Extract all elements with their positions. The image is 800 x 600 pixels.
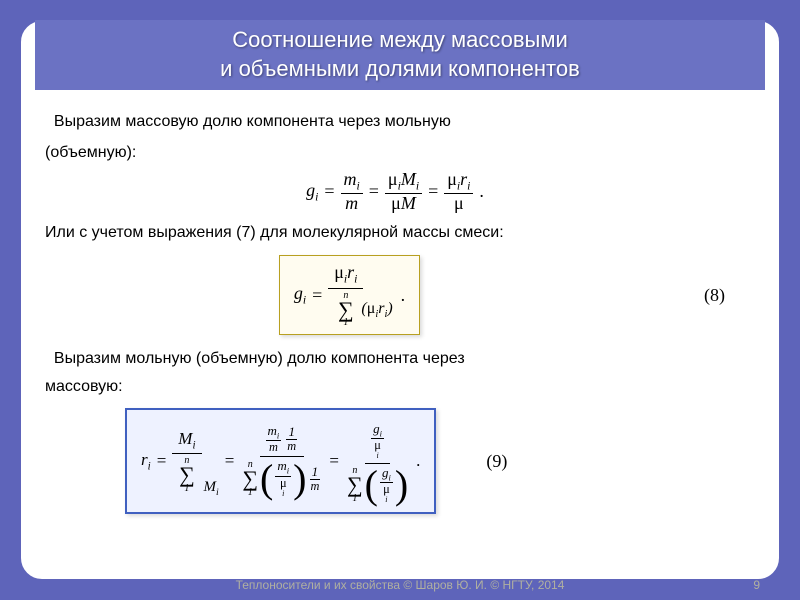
equation-2: gi = μiri n ∑ 1 (μiri) .: [279, 255, 420, 335]
paragraph-1b: (объемную):: [45, 139, 745, 166]
para3b: массовую:: [45, 378, 123, 395]
para2-text: Или с учетом выражения (7) для молекуляр…: [45, 224, 504, 241]
eq2-label: (8): [704, 285, 725, 306]
paragraph-2: Или с учетом выражения (7) для молекуляр…: [45, 221, 745, 245]
title-line-2: и объемными долями компонентов: [220, 56, 580, 81]
equation-2-row: gi = μiri n ∑ 1 (μiri) . (8): [45, 255, 745, 335]
para1a: Выразим массовую долю компонента через м…: [54, 113, 451, 130]
para3a: Выразим мольную (объемную) долю компонен…: [54, 350, 465, 367]
equation-1: gi = mim = μiMiμM = μiriμ .: [45, 170, 745, 213]
paragraph-3: Выразим мольную (объемную) долю компонен…: [45, 345, 745, 399]
body: Выразим массовую долю компонента через м…: [45, 108, 745, 514]
equation-3: ri = Mi n∑1 Mi = mim 1m n∑1 (: [125, 408, 436, 515]
eq3-label: (9): [486, 451, 507, 472]
para1b: (объемную):: [45, 144, 136, 161]
title-line-1: Соотношение между массовыми: [232, 27, 568, 52]
paragraph-1: Выразим массовую долю компонента через м…: [45, 108, 745, 135]
page-title: Соотношение между массовыми и объемными …: [220, 26, 580, 83]
page-number: 9: [753, 578, 760, 592]
equation-3-row: ri = Mi n∑1 Mi = mim 1m n∑1 (: [45, 408, 745, 515]
title-bar: Соотношение между массовыми и объемными …: [35, 20, 765, 90]
footer-text: Теплоносители и их свойства © Шаров Ю. И…: [0, 578, 800, 592]
